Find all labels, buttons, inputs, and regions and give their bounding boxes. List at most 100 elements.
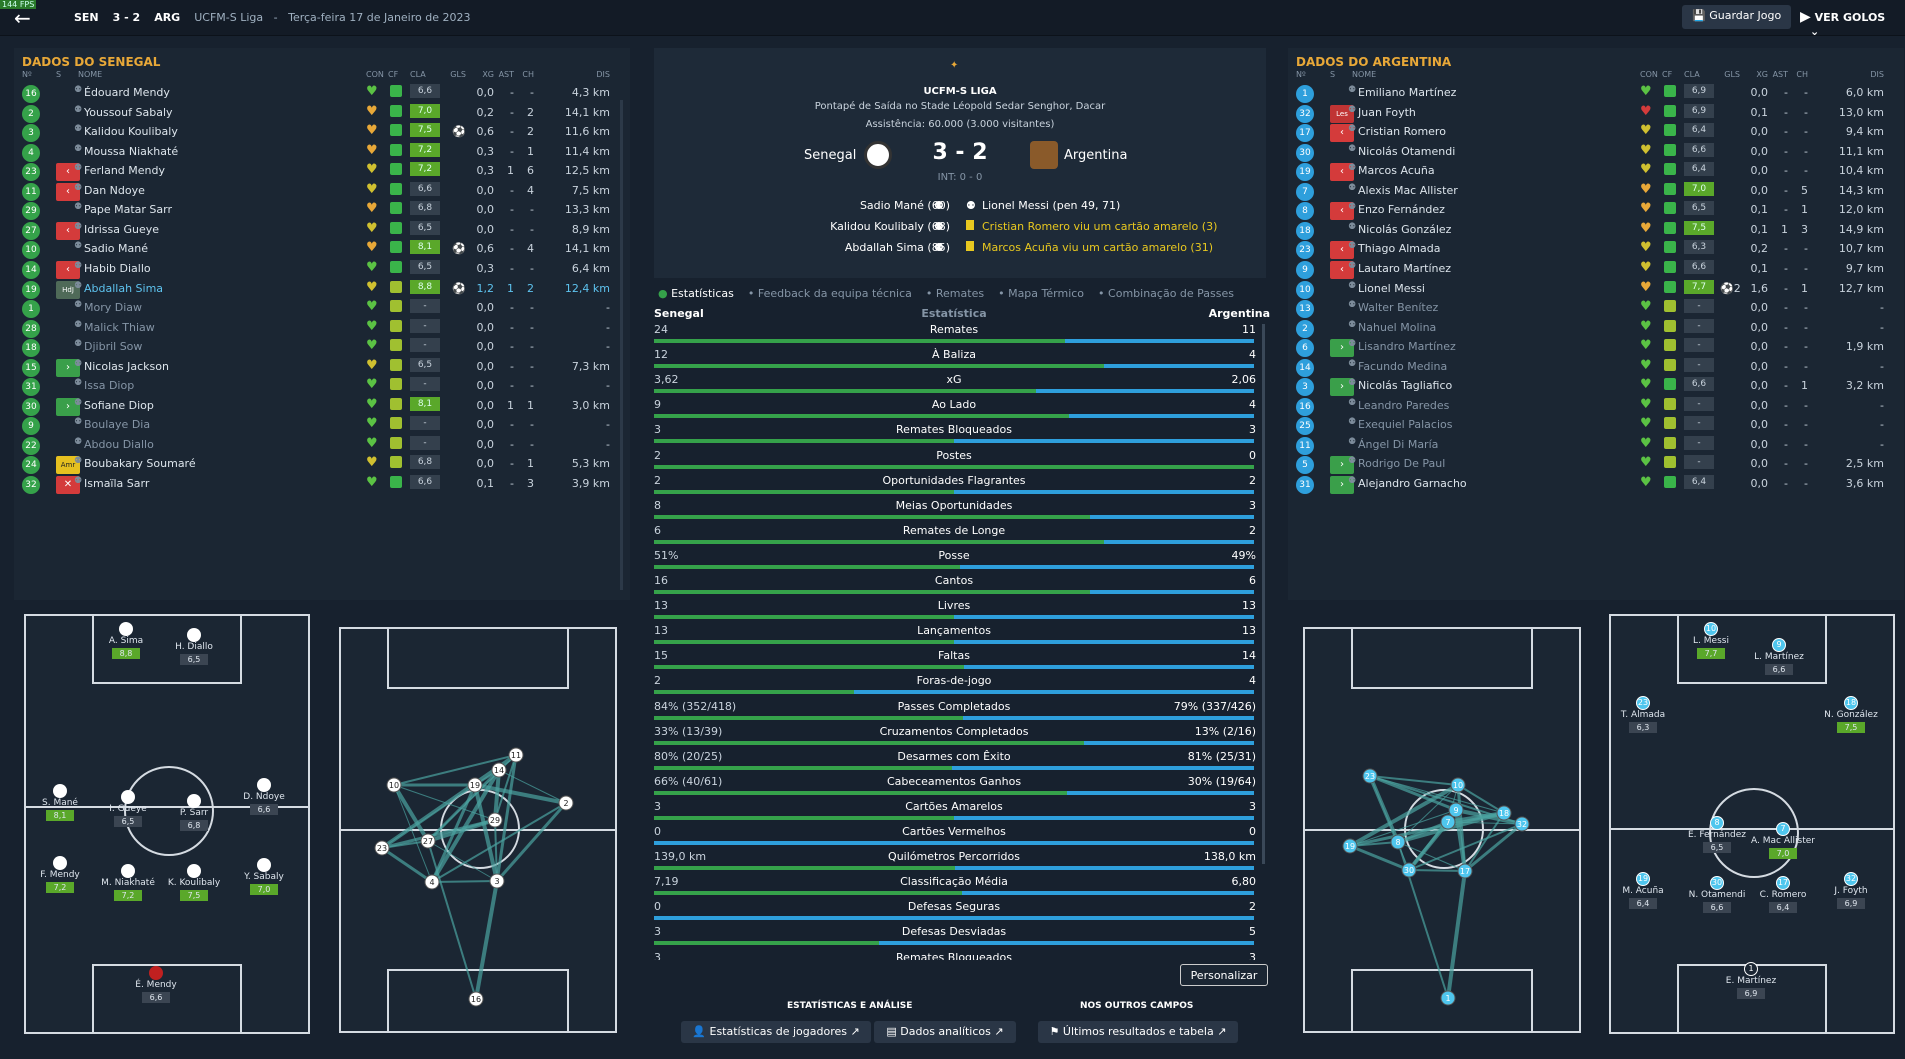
player-name[interactable]: Lautaro Martínez (1358, 261, 1452, 275)
player-row[interactable]: 3 ⚉ Kalidou Koulibaly ♥ 7,5 ⚽ 0,6 -2 11,6 km (14, 121, 620, 145)
tab-remates[interactable]: • Remates (925, 287, 985, 300)
save-game-button[interactable]: 💾 Guardar Jogo (1682, 5, 1792, 29)
player-marker[interactable]: 8 (1710, 816, 1724, 830)
player-row[interactable]: 7 ⚉ Alexis Mac Allister ♥ 7,0 0,0 -5 14,3 km (1288, 180, 1894, 204)
player-marker[interactable] (257, 778, 271, 792)
player-name[interactable]: Alejandro Garnacho (1358, 477, 1467, 490)
pass-node[interactable] (487, 812, 503, 828)
player-row[interactable]: 22 ⚉ Abdou Diallo ♥ - 0,0 - - - (14, 434, 620, 458)
player-row[interactable]: 18 ⚉ Nicolás González ♥ 7,5 0,1 1 3 14,9 km (1288, 219, 1894, 243)
senegal-scrollbar[interactable] (620, 100, 623, 590)
player-marker[interactable]: 18 (1844, 696, 1858, 710)
player-name[interactable]: Malick Thiaw (84, 320, 155, 334)
player-name[interactable]: Nicolás Tagliafico (1358, 379, 1453, 393)
player-name[interactable]: Ismaïla Sarr (84, 477, 150, 490)
player-row[interactable]: 2 ⚉ Nahuel Molina ♥ - 0,0 - - - (1288, 317, 1894, 341)
player-name[interactable]: Thiago Almada (1358, 242, 1441, 256)
player-row[interactable]: 30 › ⚉ Sofiane Diop ♥ 8,1 0,0 1 1 3,0 km (14, 395, 620, 419)
player-row[interactable]: 24 Amr ⚉ Boubakary Soumaré ♥ 6,8 0,0 -1 5,3 km (14, 453, 620, 477)
player-name[interactable]: Sadio Mané (84, 242, 148, 256)
tab-estatisticas[interactable]: ● Estatísticas (658, 287, 734, 300)
player-row[interactable]: 32 ✕ ⚉ Ismaïla Sarr ♥ 6,6 0,1 -3 3,9 km (14, 473, 620, 497)
player-name[interactable]: Nicolás González (1358, 222, 1452, 236)
player-name[interactable]: Abdou Diallo (84, 437, 154, 451)
player-marker[interactable]: 23 (1636, 696, 1650, 710)
player-name[interactable]: Idrissa Gueye (84, 222, 160, 236)
pass-node[interactable] (558, 795, 574, 811)
pass-node[interactable] (420, 833, 436, 849)
view-goals-button[interactable]: ▶ VER GOLOS ⌄ (1800, 9, 1905, 38)
pass-node[interactable] (489, 873, 505, 889)
player-row[interactable]: 2 ⚉ Youssouf Sabaly ♥ 7,0 0,2-2 14,1 km (14, 102, 620, 126)
player-name[interactable]: Ángel Di María (1358, 437, 1439, 451)
pass-node[interactable] (508, 747, 524, 763)
player-marker[interactable] (187, 864, 201, 878)
player-row[interactable]: 19 ‹ ⚉ Marcos Acuña ♥ 6,4 0,0 - - 10,4 km (1288, 160, 1894, 184)
player-name[interactable]: Alexis Mac Allister (1358, 183, 1458, 197)
player-name[interactable]: Rodrigo De Paul (1358, 457, 1446, 471)
player-row[interactable]: 31 ⚉ Issa Diop ♥ - 0,0 - - - (14, 375, 620, 399)
pass-node[interactable] (386, 777, 402, 793)
player-marker[interactable] (187, 794, 201, 808)
customize-button[interactable]: Personalizar (1180, 964, 1268, 986)
tab-mapa-termico[interactable]: • Mapa Térmico (998, 287, 1085, 300)
player-row[interactable]: 19 HdJ ⚉ Abdallah Sima ♥ 8,8 ⚽ 1,2 1 2 12,4 km (14, 278, 620, 302)
pass-node[interactable] (467, 777, 483, 793)
player-row[interactable]: 25 ⚉ Exequiel Palacios ♥ - 0,0 - - - (1288, 414, 1894, 438)
pass-node[interactable] (491, 762, 507, 778)
player-row[interactable]: 1 ⚉ Mory Diaw ♥ - 0,0 - - - (14, 297, 620, 321)
player-marker[interactable] (149, 966, 163, 980)
player-row[interactable]: 15 › ⚉ Nicolas Jackson ♥ 6,5 0,0 - - 7,3 km (14, 356, 620, 380)
pass-node[interactable] (1342, 838, 1358, 854)
player-name[interactable]: Abdallah Sima (84, 281, 164, 295)
player-row[interactable]: 10 ⚉ Lionel Messi ♥ 7,7 ⚽2 1,6 -1 12,7 km (1288, 278, 1894, 302)
player-marker[interactable]: 7 (1776, 822, 1790, 836)
player-marker[interactable] (187, 628, 201, 642)
player-marker[interactable] (121, 864, 135, 878)
player-name[interactable]: Habib Diallo (84, 261, 151, 275)
player-marker[interactable]: 19 (1636, 872, 1650, 886)
player-row[interactable]: 6 › ⚉ Lisandro Martínez ♥ - 0,0 - - 1,9 km (1288, 336, 1894, 360)
player-row[interactable]: 23 ‹ ⚉ Thiago Almada ♥ 6,3 0,2 - - 10,7 km (1288, 238, 1894, 262)
player-name[interactable]: Nicolás Otamendi (1358, 144, 1456, 158)
tab-combinacao-passes[interactable]: • Combinação de Passes (1098, 287, 1235, 300)
player-row[interactable]: 4 ⚉ Moussa Niakhaté ♥ 7,2 0,3 -1 11,4 km (14, 141, 620, 165)
player-name[interactable]: Djibril Sow (84, 340, 143, 354)
stats-scrollbar[interactable] (1262, 324, 1265, 864)
player-name[interactable]: Kalidou Koulibaly (84, 125, 178, 139)
player-row[interactable]: 31 › ⚉ Alejandro Garnacho ♥ 6,4 0,0 - - 3,6 km (1288, 473, 1894, 497)
player-marker[interactable]: 30 (1710, 876, 1724, 890)
player-name[interactable]: Marcos Acuña (1358, 164, 1435, 178)
player-marker[interactable] (53, 784, 67, 798)
player-name[interactable]: Sofiane Diop (84, 398, 154, 412)
player-row[interactable]: 10 ⚉ Sadio Mané ♥ 8,1 ⚽ 0,6 -4 14,1 km (14, 238, 620, 262)
player-name[interactable]: Issa Diop (84, 379, 135, 393)
pass-node[interactable] (1450, 777, 1466, 793)
player-name[interactable]: Ferland Mendy (84, 164, 165, 178)
pass-node[interactable] (1390, 834, 1406, 850)
pass-node[interactable] (1496, 805, 1512, 821)
player-name[interactable]: Édouard Mendy (84, 86, 170, 99)
pass-node[interactable] (1457, 863, 1473, 879)
away-team-name[interactable]: Argentina (1064, 148, 1128, 163)
player-row[interactable]: 9 ⚉ Boulaye Dia ♥ - 0,0 - - - (14, 414, 620, 438)
pass-node[interactable] (1440, 990, 1456, 1006)
player-row[interactable]: 28 ⚉ Malick Thiaw ♥ - 0,0 - - - (14, 317, 620, 341)
player-row[interactable]: 14 ⚉ Facundo Medina ♥ - 0,0 - - - (1288, 356, 1894, 380)
pass-node[interactable] (1514, 816, 1530, 832)
player-marker[interactable]: 10 (1704, 622, 1718, 636)
player-row[interactable]: 8 ‹ ⚉ Enzo Fernández ♥ 6,5 0,1 -1 12,0 km (1288, 199, 1894, 223)
player-marker[interactable] (121, 790, 135, 804)
player-name[interactable]: Leandro Paredes (1358, 398, 1450, 412)
player-row[interactable]: 18 ⚉ Djibril Sow ♥ - 0,0 - - - (14, 336, 620, 360)
home-team-name[interactable]: Senegal (804, 148, 857, 163)
player-row[interactable]: 1 ⚉ Emiliano Martínez ♥ 6,9 0,0 - - 6,0 km (1288, 82, 1894, 106)
player-stats-button[interactable]: 👤 Estatísticas de jogadores ↗ (681, 1021, 871, 1043)
pass-node[interactable] (468, 991, 484, 1007)
back-arrow-icon[interactable]: ← (14, 6, 31, 30)
player-row[interactable]: 16 ⚉ Édouard Mendy ♥ 6,6 0,0 - - 4,3 km (14, 82, 620, 106)
pass-node[interactable] (1448, 802, 1464, 818)
player-name[interactable]: Nahuel Molina (1358, 320, 1437, 334)
player-name[interactable]: Dan Ndoye (84, 183, 145, 197)
player-name[interactable]: Boubakary Soumaré (84, 457, 196, 471)
